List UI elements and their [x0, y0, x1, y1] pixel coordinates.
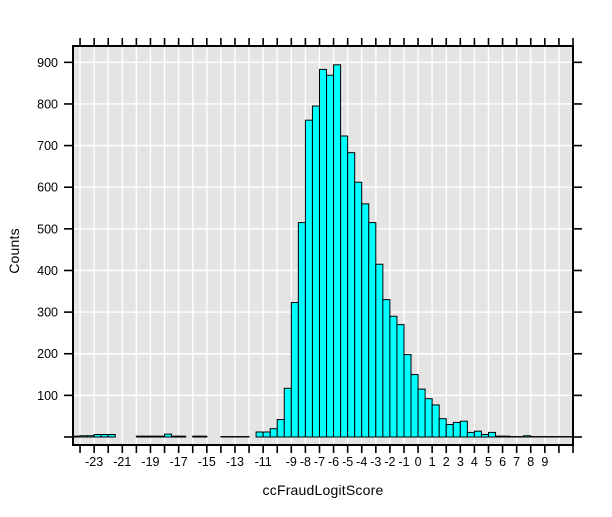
histogram-bar	[375, 263, 384, 438]
histogram-bar	[297, 222, 306, 438]
x-tick-label: -17	[170, 455, 188, 469]
histogram-bar	[100, 434, 109, 438]
x-tick-label: -4	[356, 455, 367, 469]
x-tick-label: -8	[300, 455, 311, 469]
histogram-bar	[171, 435, 180, 438]
histogram-bar	[86, 435, 95, 438]
x-tick-label: 8	[527, 455, 534, 469]
histogram-bar	[459, 420, 468, 438]
histogram-bar	[318, 68, 328, 438]
histogram-bar	[417, 388, 426, 438]
histogram-bar	[340, 135, 349, 438]
histogram-bar	[157, 435, 166, 438]
x-tick-label: -5	[342, 455, 353, 469]
x-tick-label: 7	[513, 455, 520, 469]
x-tick-label: 4	[471, 455, 478, 469]
y-tick-label: 600	[37, 181, 58, 195]
x-tick-label: -13	[226, 455, 244, 469]
histogram-bar	[445, 424, 454, 438]
histogram-bar	[389, 315, 398, 438]
histogram-bar	[255, 431, 264, 438]
x-tick-label: -1	[398, 455, 409, 469]
histogram-bar	[142, 435, 151, 438]
y-tick-label: 400	[37, 264, 58, 278]
y-tick-label: 500	[37, 222, 58, 236]
histogram-bar	[431, 404, 440, 438]
histogram-bar	[396, 324, 405, 438]
histogram-bar	[72, 435, 81, 438]
x-tick-label: -19	[141, 455, 159, 469]
x-tick-label: -2	[384, 455, 395, 469]
histogram-bar	[178, 435, 187, 438]
histogram-bar	[438, 418, 447, 438]
histogram-bar	[93, 434, 102, 438]
histogram-bar	[487, 431, 497, 438]
histogram-bar	[347, 152, 356, 438]
histogram-bar	[424, 398, 433, 438]
histogram-bar	[466, 431, 475, 438]
histogram-bar	[276, 419, 285, 438]
histogram-bar	[283, 387, 292, 438]
histogram-bar	[333, 64, 342, 438]
x-tick-label: -21	[113, 455, 131, 469]
y-tick-label: 900	[37, 56, 58, 70]
histogram-bar	[480, 434, 489, 438]
y-tick-label: 700	[37, 139, 58, 153]
y-tick-label: 200	[37, 347, 58, 361]
histogram-bar	[262, 431, 271, 438]
x-tick-label: 1	[429, 455, 436, 469]
histogram-bar	[135, 435, 144, 438]
x-tick-label: 6	[499, 455, 506, 469]
histogram-bar	[403, 354, 412, 438]
x-tick-label: -11	[255, 455, 272, 469]
histogram-bar	[164, 433, 173, 438]
histogram-bar	[473, 430, 482, 438]
x-tick-label: 9	[541, 455, 548, 469]
histogram-bar	[382, 299, 391, 438]
histogram-bar	[192, 435, 201, 438]
histogram-bar	[79, 435, 88, 438]
x-tick-label: 3	[457, 455, 464, 469]
y-axis-title: Counts	[6, 228, 22, 274]
histogram-bar	[523, 435, 532, 438]
plot-border	[72, 45, 574, 446]
y-tick-label: 300	[37, 306, 58, 320]
histogram-bar	[495, 435, 504, 438]
histogram-bar	[311, 105, 320, 438]
histogram-bar	[304, 119, 313, 438]
histogram-bar	[269, 428, 278, 438]
x-tick-label: -6	[328, 455, 339, 469]
histogram-bar	[326, 74, 335, 438]
histogram-bar	[354, 181, 363, 438]
histogram-bar	[361, 203, 370, 438]
histogram-bar	[368, 222, 377, 438]
x-tick-label: -9	[286, 455, 297, 469]
histogram-bar	[502, 435, 511, 438]
histogram-bar	[452, 421, 461, 438]
histogram-bar	[199, 435, 208, 438]
x-tick-label: -23	[85, 455, 103, 469]
x-axis-title: ccFraudLogitScore	[262, 482, 384, 498]
x-tick-label: -15	[198, 455, 216, 469]
x-tick-label: 5	[485, 455, 492, 469]
x-tick-label: 2	[443, 455, 450, 469]
x-tick-label: -3	[370, 455, 381, 469]
x-tick-label: -7	[314, 455, 325, 469]
x-tick-label: 0	[415, 455, 422, 469]
histogram-bar	[410, 374, 419, 438]
y-tick-label: 100	[37, 389, 58, 403]
histogram-bar	[149, 435, 159, 438]
histogram-bar	[107, 434, 116, 438]
y-tick-label: 800	[37, 97, 58, 111]
histogram-bar	[290, 302, 299, 438]
